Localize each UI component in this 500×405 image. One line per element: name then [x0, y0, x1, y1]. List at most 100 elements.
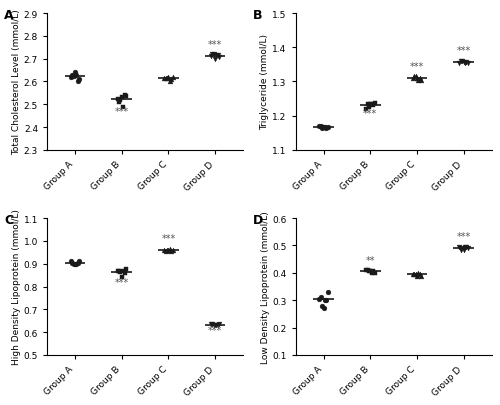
- Point: [67, 258, 75, 265]
- Point: [164, 247, 172, 254]
- Point: [208, 52, 216, 58]
- Point: [114, 96, 122, 102]
- Point: [462, 59, 470, 66]
- Point: [368, 270, 376, 276]
- Point: [457, 58, 465, 65]
- Point: [207, 54, 215, 60]
- Point: [369, 269, 377, 275]
- Y-axis label: Total Cholesterol Level (mmol/L): Total Cholesterol Level (mmol/L): [12, 10, 21, 155]
- Point: [210, 322, 218, 329]
- Point: [68, 260, 76, 266]
- Point: [321, 297, 329, 304]
- Point: [456, 244, 464, 250]
- Point: [316, 296, 324, 303]
- Y-axis label: High Density Lipoprotein (mmol/L): High Density Lipoprotein (mmol/L): [12, 209, 21, 364]
- Point: [460, 247, 468, 253]
- Point: [412, 271, 420, 278]
- Point: [67, 75, 75, 81]
- Point: [316, 124, 324, 130]
- Point: [74, 79, 82, 85]
- Point: [116, 97, 124, 104]
- Point: [160, 76, 168, 82]
- Point: [416, 271, 424, 278]
- Point: [410, 74, 418, 80]
- Text: ***: ***: [114, 107, 129, 117]
- Point: [410, 271, 418, 278]
- Y-axis label: Low Density Lipoprotein (mmol/L): Low Density Lipoprotein (mmol/L): [260, 211, 270, 363]
- Point: [214, 322, 222, 329]
- Point: [362, 267, 370, 274]
- Point: [211, 56, 219, 63]
- Point: [318, 303, 326, 309]
- Text: ***: ***: [114, 277, 129, 287]
- Point: [462, 244, 470, 250]
- Point: [414, 270, 422, 276]
- Point: [324, 124, 332, 130]
- Point: [116, 269, 124, 275]
- Point: [115, 268, 123, 274]
- Point: [409, 271, 417, 278]
- Point: [414, 77, 422, 84]
- Point: [364, 101, 372, 108]
- Point: [368, 101, 376, 108]
- Point: [162, 248, 170, 255]
- Point: [212, 322, 220, 329]
- Point: [71, 70, 79, 77]
- Point: [460, 59, 468, 66]
- Point: [324, 289, 332, 296]
- Point: [207, 321, 215, 328]
- Point: [362, 106, 370, 113]
- Point: [163, 76, 171, 82]
- Point: [166, 79, 174, 85]
- Point: [70, 73, 78, 80]
- Text: ***: ***: [410, 62, 424, 72]
- Point: [458, 58, 466, 65]
- Point: [417, 273, 425, 279]
- Point: [370, 100, 378, 107]
- Point: [457, 247, 465, 253]
- Point: [114, 268, 122, 274]
- Point: [211, 322, 219, 329]
- Point: [456, 60, 464, 67]
- Point: [115, 100, 123, 106]
- Text: **: **: [366, 255, 375, 265]
- Point: [417, 77, 425, 84]
- Point: [464, 245, 472, 252]
- Point: [76, 77, 84, 83]
- Point: [370, 270, 378, 276]
- Point: [412, 74, 420, 80]
- Point: [70, 261, 78, 267]
- Point: [119, 268, 127, 274]
- Point: [369, 103, 377, 109]
- Point: [72, 261, 80, 267]
- Point: [365, 104, 373, 111]
- Point: [461, 244, 469, 250]
- Point: [464, 60, 472, 67]
- Point: [71, 261, 79, 267]
- Text: C: C: [4, 213, 13, 226]
- Point: [364, 267, 372, 274]
- Text: ***: ***: [456, 232, 471, 242]
- Point: [413, 76, 421, 82]
- Point: [118, 275, 126, 281]
- Point: [122, 266, 130, 273]
- Y-axis label: Triglyceride (mmol/L): Triglyceride (mmol/L): [260, 34, 270, 130]
- Text: ***: ***: [363, 109, 378, 119]
- Point: [320, 305, 328, 312]
- Point: [208, 321, 216, 328]
- Point: [413, 273, 421, 279]
- Text: ***: ***: [208, 40, 222, 49]
- Point: [318, 125, 326, 132]
- Text: ***: ***: [162, 234, 175, 244]
- Point: [167, 248, 175, 255]
- Point: [216, 55, 224, 62]
- Point: [168, 75, 176, 81]
- Point: [168, 247, 176, 254]
- Point: [365, 269, 373, 275]
- Point: [322, 297, 330, 304]
- Point: [322, 125, 330, 132]
- Point: [317, 124, 325, 130]
- Point: [120, 270, 128, 276]
- Point: [366, 269, 374, 275]
- Point: [164, 75, 172, 81]
